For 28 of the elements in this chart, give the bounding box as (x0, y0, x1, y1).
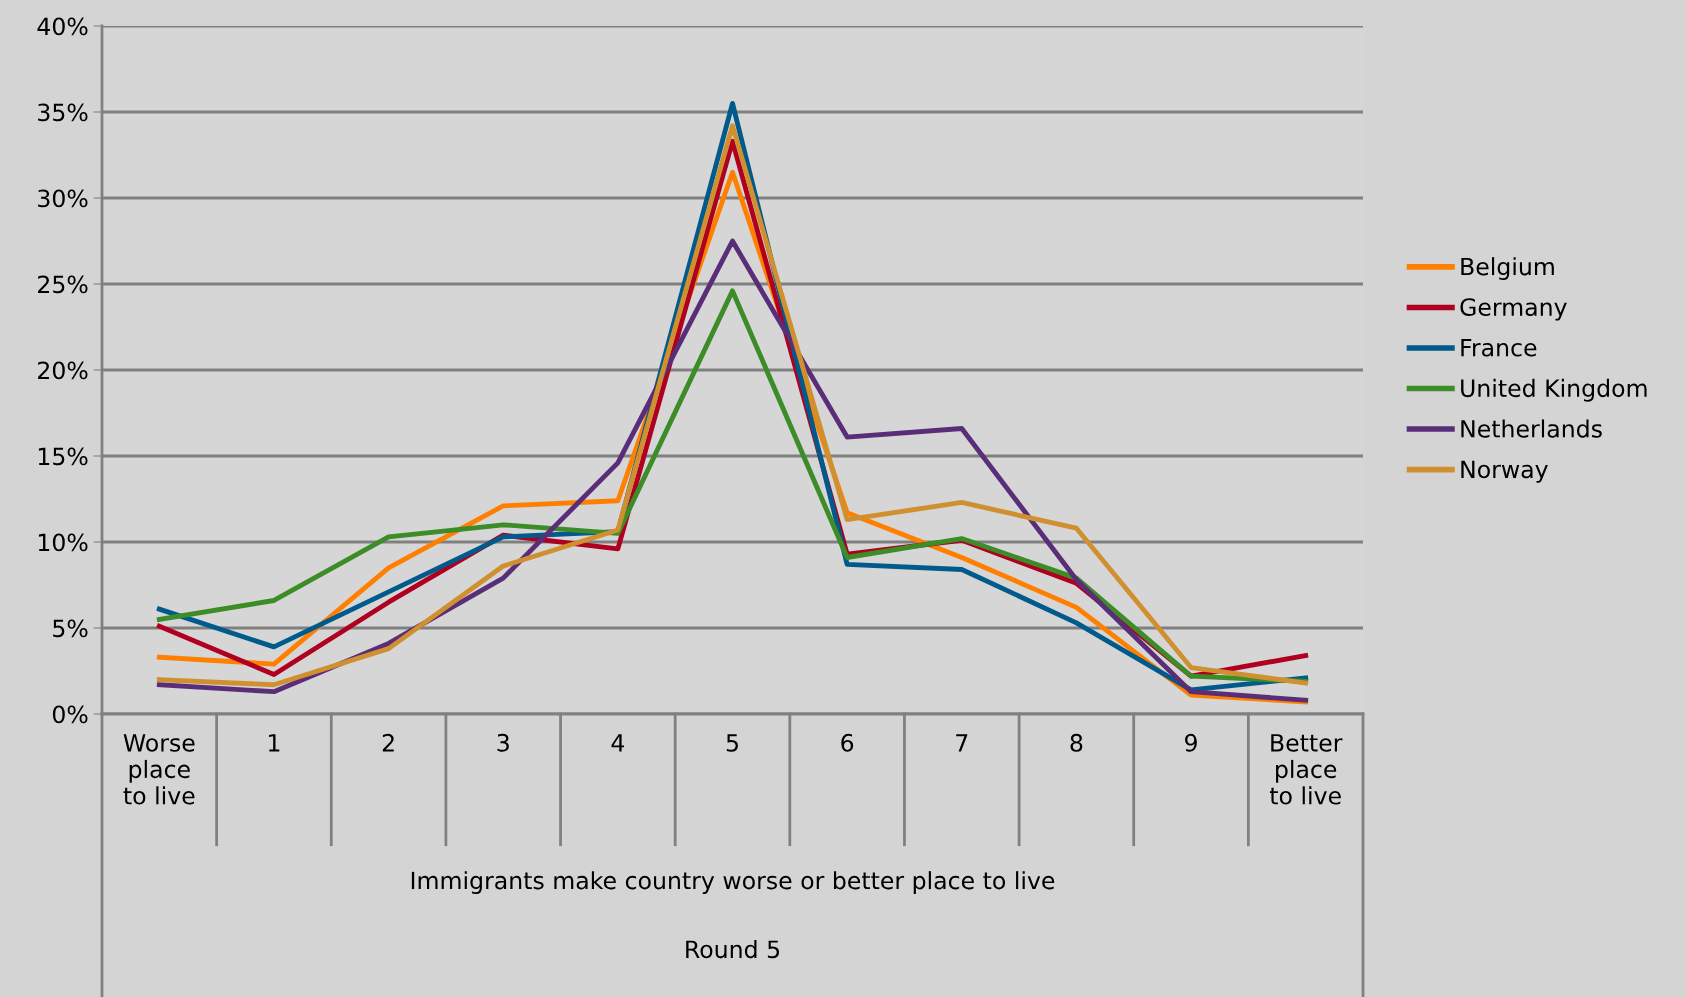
y-tick-label: 30% (38, 189, 88, 208)
y-tick-label: 10% (38, 533, 88, 552)
text: Round 5 (686, 939, 780, 959)
x-axis-title: Immigrants make country worse or better place to live (411, 871, 1055, 894)
x-tick-label: 5 (726, 734, 738, 752)
x-tick-label: 6 (841, 733, 854, 752)
y-tick-label: 25% (38, 275, 88, 294)
x-tick-label: 9 (1185, 733, 1197, 752)
y-tick-label: 15% (38, 447, 88, 466)
legend-label: France (1461, 339, 1537, 357)
x-tick-label: Worse place to live (123, 734, 195, 805)
y-tick-label: 5% (53, 619, 88, 638)
x-tick-label: 2 (382, 733, 394, 752)
x-tick-label: 7 (956, 734, 968, 752)
legend-label: Belgium (1461, 257, 1554, 281)
y-tick-label: 35% (38, 103, 88, 122)
x-tick-label: 1 (269, 734, 280, 752)
y-tick-label: 40% (37, 17, 88, 36)
legend-label: United Kingdom (1461, 378, 1647, 402)
x-tick-label: 8 (1070, 733, 1083, 752)
legend-label: Netherlands (1461, 419, 1602, 438)
legend-label: Norway (1461, 460, 1548, 483)
y-tick-label: 20% (38, 361, 88, 380)
y-tick-label: 0% (52, 705, 88, 724)
legend-label: Germany (1460, 298, 1567, 321)
x-tick-label: Better place to live (1269, 734, 1343, 805)
x-tick-label: 4 (611, 734, 625, 752)
x-tick-label: 3 (497, 733, 509, 752)
